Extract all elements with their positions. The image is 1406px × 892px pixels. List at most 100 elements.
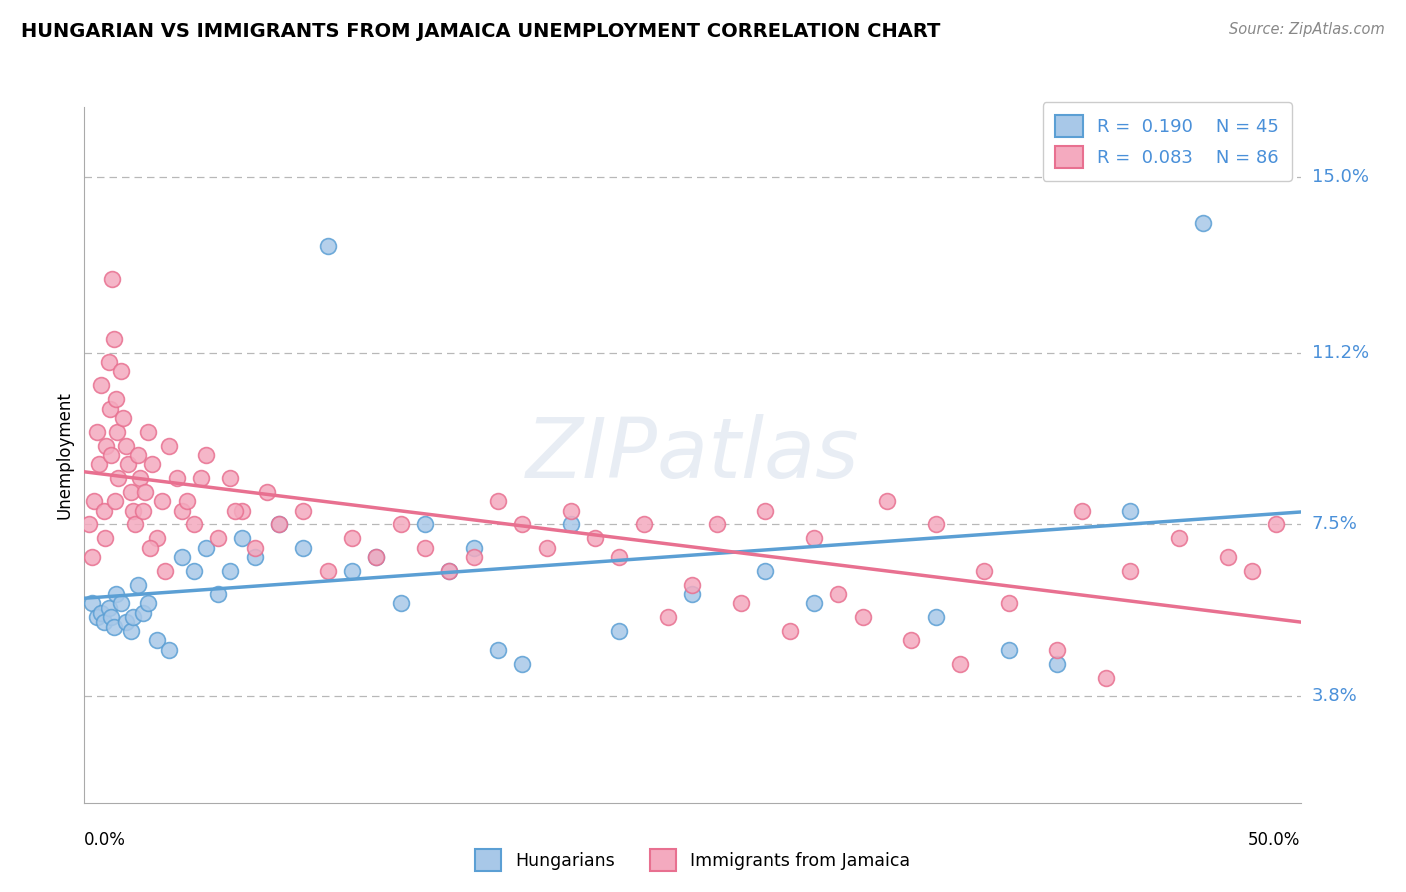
Point: [1167, 532, 1189, 546]
Point: [267, 517, 290, 532]
Point: [949, 657, 972, 671]
Point: [80, 596, 103, 610]
Point: [463, 549, 485, 564]
Point: [101, 271, 124, 285]
Point: [609, 624, 631, 639]
Point: [86, 610, 108, 624]
Point: [114, 615, 136, 629]
Point: [97, 355, 120, 369]
Point: [1265, 517, 1288, 532]
Point: [730, 596, 752, 610]
Point: [413, 517, 436, 532]
Point: [86, 425, 108, 439]
Text: 0.0%: 0.0%: [84, 830, 127, 848]
Point: [224, 503, 246, 517]
Point: [997, 596, 1019, 610]
Point: [146, 532, 169, 546]
Point: [153, 564, 176, 578]
Point: [1119, 503, 1142, 517]
Point: [1216, 549, 1239, 564]
Point: [129, 471, 152, 485]
Point: [754, 503, 776, 517]
Point: [219, 564, 242, 578]
Point: [114, 439, 136, 453]
Point: [366, 549, 388, 564]
Point: [93, 615, 115, 629]
Point: [134, 485, 156, 500]
Point: [139, 541, 162, 555]
Point: [104, 587, 127, 601]
Point: [316, 564, 339, 578]
Point: [876, 494, 898, 508]
Point: [136, 425, 159, 439]
Point: [80, 549, 103, 564]
Point: [132, 606, 155, 620]
Point: [803, 532, 825, 546]
Point: [120, 485, 142, 500]
Text: Source: ZipAtlas.com: Source: ZipAtlas.com: [1229, 22, 1385, 37]
Point: [389, 596, 412, 610]
Point: [366, 549, 388, 564]
Point: [925, 517, 948, 532]
Point: [110, 596, 132, 610]
Point: [657, 610, 679, 624]
Legend: Hungarians, Immigrants from Jamaica: Hungarians, Immigrants from Jamaica: [468, 843, 917, 878]
Point: [754, 564, 776, 578]
Point: [104, 494, 127, 508]
Point: [170, 549, 193, 564]
Point: [207, 532, 229, 546]
Point: [183, 517, 205, 532]
Point: [340, 564, 363, 578]
Point: [183, 564, 205, 578]
Point: [127, 578, 149, 592]
Point: [104, 392, 127, 407]
Point: [682, 578, 704, 592]
Point: [243, 541, 266, 555]
Point: [1046, 657, 1069, 671]
Point: [510, 517, 533, 532]
Point: [150, 494, 173, 508]
Point: [827, 587, 849, 601]
Text: 15.0%: 15.0%: [1312, 168, 1368, 186]
Point: [207, 587, 229, 601]
Point: [194, 541, 218, 555]
Point: [243, 549, 266, 564]
Point: [77, 517, 100, 532]
Point: [560, 517, 582, 532]
Point: [1240, 564, 1263, 578]
Point: [141, 457, 163, 471]
Point: [90, 606, 112, 620]
Point: [389, 517, 412, 532]
Point: [413, 541, 436, 555]
Point: [439, 564, 461, 578]
Point: [194, 448, 218, 462]
Point: [117, 457, 139, 471]
Point: [166, 471, 188, 485]
Point: [609, 549, 631, 564]
Point: [510, 657, 533, 671]
Point: [96, 439, 118, 453]
Point: [132, 503, 155, 517]
Point: [100, 610, 122, 624]
Point: [583, 532, 606, 546]
Y-axis label: Unemployment: Unemployment: [55, 391, 73, 519]
Point: [486, 642, 509, 657]
Text: ZIPatlas: ZIPatlas: [526, 415, 859, 495]
Text: 11.2%: 11.2%: [1312, 344, 1369, 362]
Point: [803, 596, 825, 610]
Point: [120, 624, 142, 639]
Point: [706, 517, 728, 532]
Point: [292, 503, 315, 517]
Point: [170, 503, 193, 517]
Point: [256, 485, 278, 500]
Point: [267, 517, 290, 532]
Point: [682, 587, 704, 601]
Text: 3.8%: 3.8%: [1312, 687, 1357, 705]
Point: [122, 610, 145, 624]
Point: [973, 564, 995, 578]
Point: [103, 619, 125, 633]
Point: [124, 517, 146, 532]
Point: [105, 425, 128, 439]
Point: [779, 624, 801, 639]
Point: [110, 364, 132, 378]
